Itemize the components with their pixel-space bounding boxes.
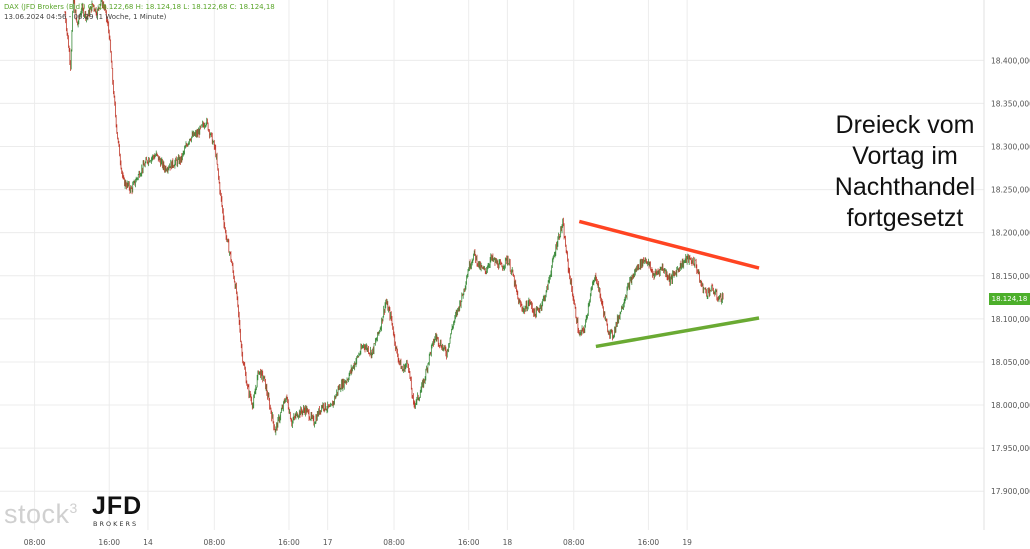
trendlines	[578, 219, 760, 349]
y-tick-label: 18.400,000	[991, 56, 1030, 65]
y-tick-label: 18.050,000	[991, 358, 1030, 367]
x-tick-label: 18	[503, 538, 513, 547]
y-tick-label: 18.200,000	[991, 229, 1030, 238]
y-tick-label: 17.900,000	[991, 487, 1030, 496]
y-tick-label: 17.950,000	[991, 444, 1030, 453]
x-tick-label: 08:00	[203, 538, 225, 547]
x-tick-label: 08:00	[563, 538, 585, 547]
x-tick-label: 19	[682, 538, 692, 547]
x-tick-label: 14	[143, 538, 153, 547]
y-axis: 17.900,000 17.950,000 18.000,000 18.050,000…	[991, 56, 1030, 496]
x-tick-label: 08:00	[24, 538, 46, 547]
x-tick-label: 16:00	[638, 538, 660, 547]
x-tick-label: 16:00	[458, 538, 480, 547]
chart-annotation: Dreieck vom Vortag im Nachthandel fortge…	[834, 111, 976, 232]
y-tick-label: 18.100,000	[991, 315, 1030, 324]
support-trendline	[595, 316, 760, 349]
resistance-trendline	[578, 219, 760, 270]
logo-stock-text: stock3	[4, 499, 78, 529]
x-tick-label: 16:00	[98, 538, 120, 547]
x-tick-label: 08:00	[383, 538, 405, 547]
x-axis: 08:00 16:00 14 08:00 16:00 17 08:00 16:00 18 08:0…	[24, 538, 692, 547]
instrument-ohlc-header: DAX (JFD Brokers (Bid)) O: 18.122,68 H: …	[4, 3, 275, 11]
logo-jfd-text: JFD	[92, 492, 143, 520]
stock3-jfd-logo: stock3 JFD BROKERS	[4, 492, 144, 534]
y-tick-label: 18.150,000	[991, 272, 1030, 281]
x-tick-label: 17	[323, 538, 333, 547]
last-price-badge: 18.124,18	[989, 293, 1030, 305]
price-series	[64, 0, 724, 436]
x-tick-label: 16:00	[278, 538, 300, 547]
logo-brokers-text: BROKERS	[93, 520, 139, 528]
y-tick-label: 18.300,000	[991, 143, 1030, 152]
timeframe-header: 13.06.2024 04:56 - 06:29 (1 Woche, 1 Min…	[4, 13, 167, 21]
y-tick-label: 18.000,000	[991, 401, 1030, 410]
y-tick-label: 18.250,000	[991, 186, 1030, 195]
y-tick-label: 18.350,000	[991, 99, 1030, 108]
chart-grid	[0, 0, 984, 530]
